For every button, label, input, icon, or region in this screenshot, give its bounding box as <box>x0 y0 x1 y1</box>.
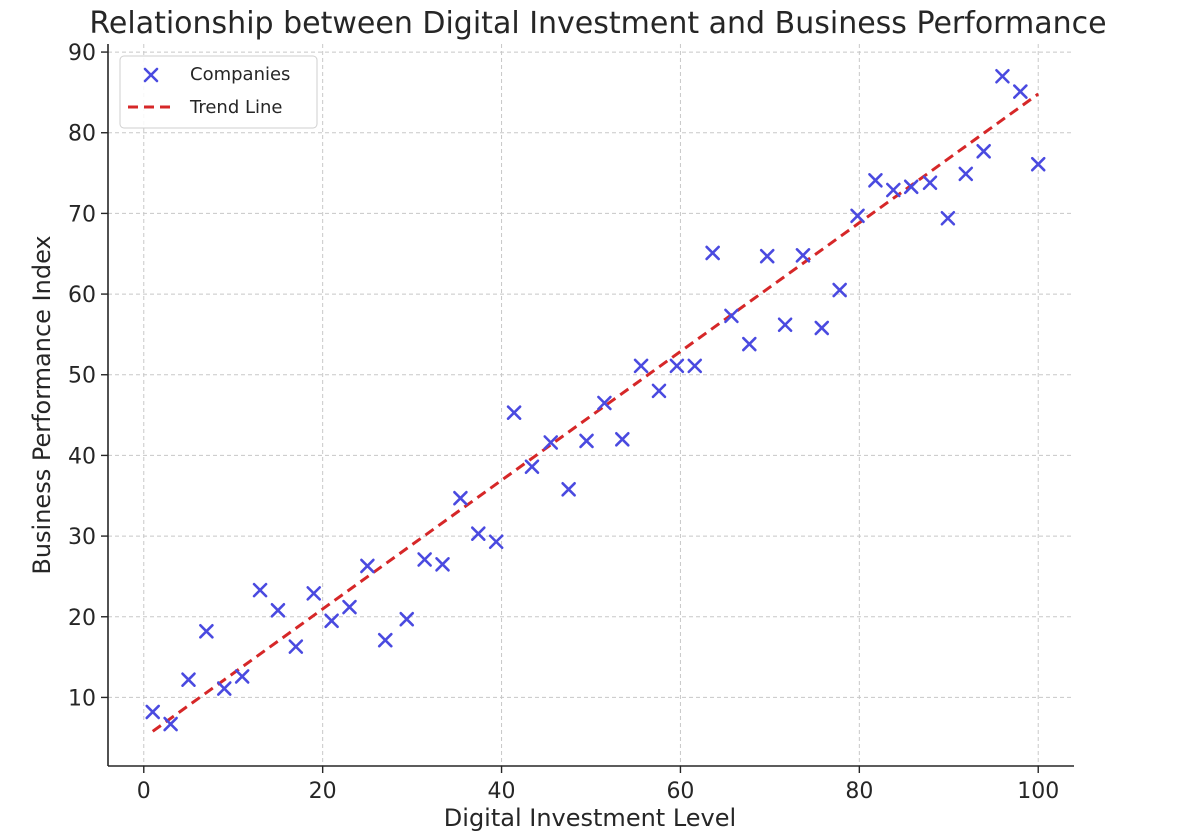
data-point <box>777 317 793 333</box>
x-tick-label: 60 <box>666 779 694 804</box>
data-point <box>651 383 667 399</box>
x-axis-label: Digital Investment Level <box>444 804 736 832</box>
legend: Companies Trend Line <box>119 55 318 129</box>
data-point <box>940 210 956 226</box>
data-point <box>163 716 178 732</box>
data-point <box>669 358 685 374</box>
data-point <box>579 433 594 449</box>
data-point <box>435 557 450 572</box>
data-point <box>470 526 486 541</box>
data-points <box>145 68 1046 732</box>
data-point <box>488 534 504 550</box>
data-point <box>453 490 468 506</box>
data-point <box>234 669 250 684</box>
data-point <box>687 358 703 374</box>
chart-title: Relationship between Digital Investment … <box>89 6 1106 41</box>
data-point <box>597 395 612 411</box>
legend-companies-label: Companies <box>190 64 290 85</box>
data-point <box>360 558 375 574</box>
data-point <box>216 681 232 696</box>
legend-trend-line-label: Trend Line <box>189 97 283 118</box>
data-point <box>615 431 630 447</box>
data-point <box>145 704 161 720</box>
trend-line <box>151 92 1040 733</box>
data-point <box>342 599 357 615</box>
data-point <box>724 308 739 324</box>
data-point <box>417 552 432 567</box>
data-point <box>1013 84 1028 99</box>
y-tick-label: 70 <box>68 202 96 227</box>
data-point <box>270 603 286 618</box>
data-point <box>633 358 649 374</box>
x-tick-label: 40 <box>488 779 516 804</box>
data-point <box>399 611 415 627</box>
data-point <box>832 282 847 298</box>
data-point <box>922 175 938 191</box>
y-axis-label: Business Performance Index <box>28 235 56 574</box>
data-point <box>324 613 339 629</box>
data-point <box>524 459 540 475</box>
y-tick-label: 30 <box>68 525 96 550</box>
data-point <box>561 482 576 497</box>
y-tick-label: 20 <box>68 606 96 631</box>
data-point <box>976 143 991 159</box>
y-tick-label: 10 <box>68 686 96 711</box>
grid-lines <box>108 44 1074 766</box>
data-point <box>377 632 393 648</box>
axes <box>101 44 1074 773</box>
data-point <box>543 435 559 450</box>
data-point <box>1030 156 1046 172</box>
data-point <box>252 582 268 598</box>
x-tick-label: 20 <box>309 779 337 804</box>
x-tick-label: 0 <box>137 779 151 804</box>
x-tick-label: 100 <box>1017 779 1059 804</box>
legend-box <box>119 55 318 129</box>
data-point <box>868 173 883 188</box>
data-point <box>742 336 757 352</box>
y-tick-label: 80 <box>68 122 96 147</box>
data-point <box>759 248 775 264</box>
data-point <box>288 639 304 654</box>
data-point <box>886 182 901 198</box>
x-tick-label: 80 <box>845 779 873 804</box>
y-tick-label: 40 <box>68 444 96 469</box>
data-point <box>903 179 919 195</box>
data-point <box>795 248 811 263</box>
data-point <box>958 166 974 182</box>
data-point <box>199 623 214 639</box>
legend-companies-marker <box>143 67 159 83</box>
data-point <box>850 208 865 224</box>
legend-x-marker <box>143 67 159 83</box>
y-tick-label: 90 <box>68 41 96 66</box>
data-point <box>506 405 522 420</box>
data-point <box>705 245 720 261</box>
y-tick-label: 60 <box>68 283 96 308</box>
data-point <box>814 320 830 336</box>
trend-layer <box>151 92 1040 733</box>
data-point <box>181 672 196 687</box>
tick-labels: 0 20 40 60 80 100 10 20 30 40 50 60 70 80 90 <box>68 41 1059 804</box>
data-point <box>306 586 322 601</box>
y-tick-label: 50 <box>68 364 96 389</box>
data-point <box>995 68 1010 84</box>
